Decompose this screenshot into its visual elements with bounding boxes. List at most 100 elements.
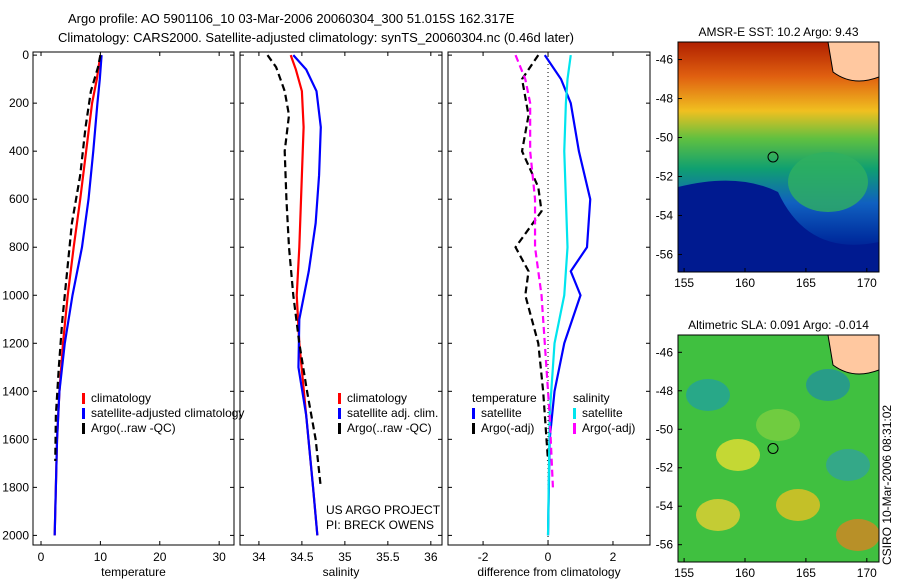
y-tick-label: 600 [9,192,29,206]
x-tick-label: 20 [153,550,167,564]
x-tick-label: 10 [94,550,108,564]
legend-label: Argo(..raw -QC) [91,421,176,435]
y-tick-label: 400 [9,144,29,158]
x-tick-label: 165 [796,566,816,580]
y-tick-label: -56 [656,538,674,552]
axes-frame [447,51,651,546]
y-tick-label: 200 [9,96,29,110]
y-tick-label: -48 [656,92,674,106]
sla-anomaly-blob [776,489,820,521]
map-frame [677,41,880,273]
sla-anomaly-blob [806,369,850,401]
y-tick-label: -50 [656,422,674,436]
y-tick-label: -52 [656,461,674,475]
sla-anomaly-blob [716,439,760,471]
legend-label: satellite [582,406,623,420]
series-line-argo-raw-qc- [266,54,322,488]
cold-water-region [678,180,879,272]
y-tick-label: 1800 [2,480,29,494]
y-tick-label: 1400 [2,384,29,398]
legend-label: climatology [347,391,407,405]
series-line-argo-raw-qc- [54,54,102,461]
warm-eddy [788,152,868,212]
x-tick-label: 35 [338,550,352,564]
legend-label: satellite adj. clim. [347,406,438,420]
profile-panel-2: 34 34.5 35 35.5 36 salinity climatologysatelli… [239,51,443,579]
annotation-text: US ARGO PROJECT [326,503,441,517]
legend-label: temperature [472,391,537,405]
side-stamp: CSIRO 10-Mar-2006 08:31:02 [880,405,894,565]
legend-label: satellite-adjusted climatology [91,406,244,420]
legend-swatch [472,423,475,434]
x-axis-label: salinity [323,565,360,579]
x-tick-label: 34.5 [290,550,314,564]
y-tick-label: -48 [656,384,674,398]
x-tick-label: 35.5 [376,550,400,564]
y-tick-label: -54 [656,499,674,513]
profile-panel-1: 0 10 20 30 0 200 400 600 800 1000 1200 1400 1600 1800… [2,48,244,579]
series-line-salinity-satellite [546,54,572,536]
sla-map: Altimetric SLA: 0.091 Argo: -0.014 155 160… [656,318,880,580]
map-field [678,335,879,562]
y-tick-label: 2000 [2,528,29,542]
legend-label: satellite [481,406,522,420]
y-tick-label: -50 [656,131,674,145]
legend-swatch [573,423,576,434]
y-tick-label: -46 [656,53,674,67]
legend-swatch [573,408,576,419]
x-tick-label: 155 [674,276,694,290]
argo-float-marker [767,151,779,163]
x-tick-label: 160 [735,566,755,580]
series-line-temperature-argo-adj- [514,54,550,462]
x-tick-label: 30 [212,550,226,564]
x-axis-label: difference from climatology [477,565,620,579]
argo-float-marker [767,443,779,454]
y-tick-label: 1600 [2,432,29,446]
x-tick-label: 170 [857,566,877,580]
map-title: AMSR-E SST: 10.2 Argo: 9.43 [698,25,858,39]
legend-swatch [472,408,475,419]
y-tick-label: 1200 [2,336,29,350]
annotation-text: PI: BRECK OWENS [326,518,434,532]
legend-swatch [82,423,85,434]
x-tick-label: 160 [735,276,755,290]
y-tick-label: 800 [9,240,29,254]
y-tick-label: -56 [656,247,674,261]
sla-anomaly-blob [686,379,730,411]
series-line-climatology [53,54,102,536]
legend-swatch [82,408,85,419]
x-tick-label: 36 [424,550,438,564]
legend-swatch [338,423,341,434]
y-tick-label: -52 [656,169,674,183]
y-tick-label: -54 [656,208,674,222]
sla-anomaly-blob [826,449,870,481]
y-tick-label: 0 [22,48,29,62]
legend-label: Argo(-adj) [481,421,534,435]
series-line-satellite-adjusted-climatology [53,55,103,536]
title-line-2: Climatology: CARS2000. Satellite-adjuste… [58,30,574,45]
x-tick-label: 34 [252,550,266,564]
x-tick-label: 155 [674,566,694,580]
sst-map: AMSR-E SST: 10.2 Argo: 9.43 155 160 165 170 -… [656,25,880,290]
x-axis-label: temperature [101,565,166,579]
series-line-satellite-adj-clim- [292,54,322,536]
map-title: Altimetric SLA: 0.091 Argo: -0.014 [688,318,869,332]
x-tick-label: 170 [857,276,877,290]
legend-label: Argo(-adj) [582,421,635,435]
x-tick-label: 2 [610,550,617,564]
legend-label: Argo(..raw -QC) [347,421,432,435]
legend-swatch [338,393,341,404]
series-line-temperature-satellite [543,54,592,536]
sla-anomaly-blob [836,519,879,551]
x-tick-label: -2 [478,550,489,564]
series-line-salinity-argo-adj- [514,54,554,488]
sla-anomaly-blob [756,409,800,441]
y-tick-label: -46 [656,345,674,359]
map-field [678,42,879,272]
title-line-1: Argo profile: AO 5901106_10 03-Mar-2006 … [68,11,515,26]
x-tick-label: 0 [38,550,45,564]
axes-frame [32,51,235,546]
legend-swatch [338,408,341,419]
